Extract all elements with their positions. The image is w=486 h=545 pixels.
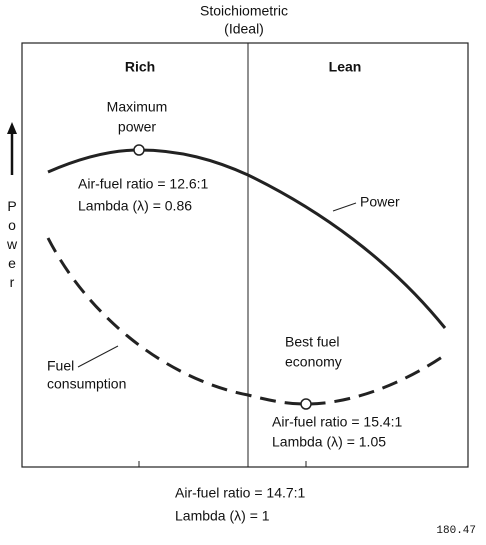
- annotation: Maximum: [107, 99, 168, 115]
- annotation: Air-fuel ratio = 12.6:1: [78, 176, 209, 192]
- annotation: Best fuel: [285, 334, 339, 350]
- region-label: Rich: [125, 59, 155, 75]
- y-axis-label: Power: [4, 198, 20, 293]
- frame: [21, 42, 469, 468]
- annotation: Power: [360, 194, 400, 210]
- arrow-head: [7, 122, 17, 134]
- region-label: Lean: [329, 59, 362, 75]
- figure-id: 180.47: [436, 525, 476, 537]
- leader: [332, 202, 357, 212]
- annotation: Lambda (λ) = 1: [175, 508, 270, 524]
- annotation: Air-fuel ratio = 15.4:1: [272, 414, 403, 430]
- fuel-curve: [46, 237, 443, 406]
- leader: [77, 345, 119, 368]
- best-economy-point: [300, 398, 312, 410]
- annotation: power: [118, 119, 156, 135]
- annotation: Air-fuel ratio = 14.7:1: [175, 485, 306, 501]
- title: Stoichiometric: [200, 3, 288, 19]
- annotation: Lambda (λ) = 0.86: [78, 198, 192, 214]
- power-curve: [47, 148, 447, 329]
- annotation: economy: [285, 354, 342, 370]
- annotation: Lambda (λ) = 1.05: [272, 434, 386, 450]
- subtitle: (Ideal): [224, 21, 264, 37]
- annotation: consumption: [47, 376, 126, 392]
- max-power-point: [133, 144, 145, 156]
- annotation: Fuel: [47, 358, 74, 374]
